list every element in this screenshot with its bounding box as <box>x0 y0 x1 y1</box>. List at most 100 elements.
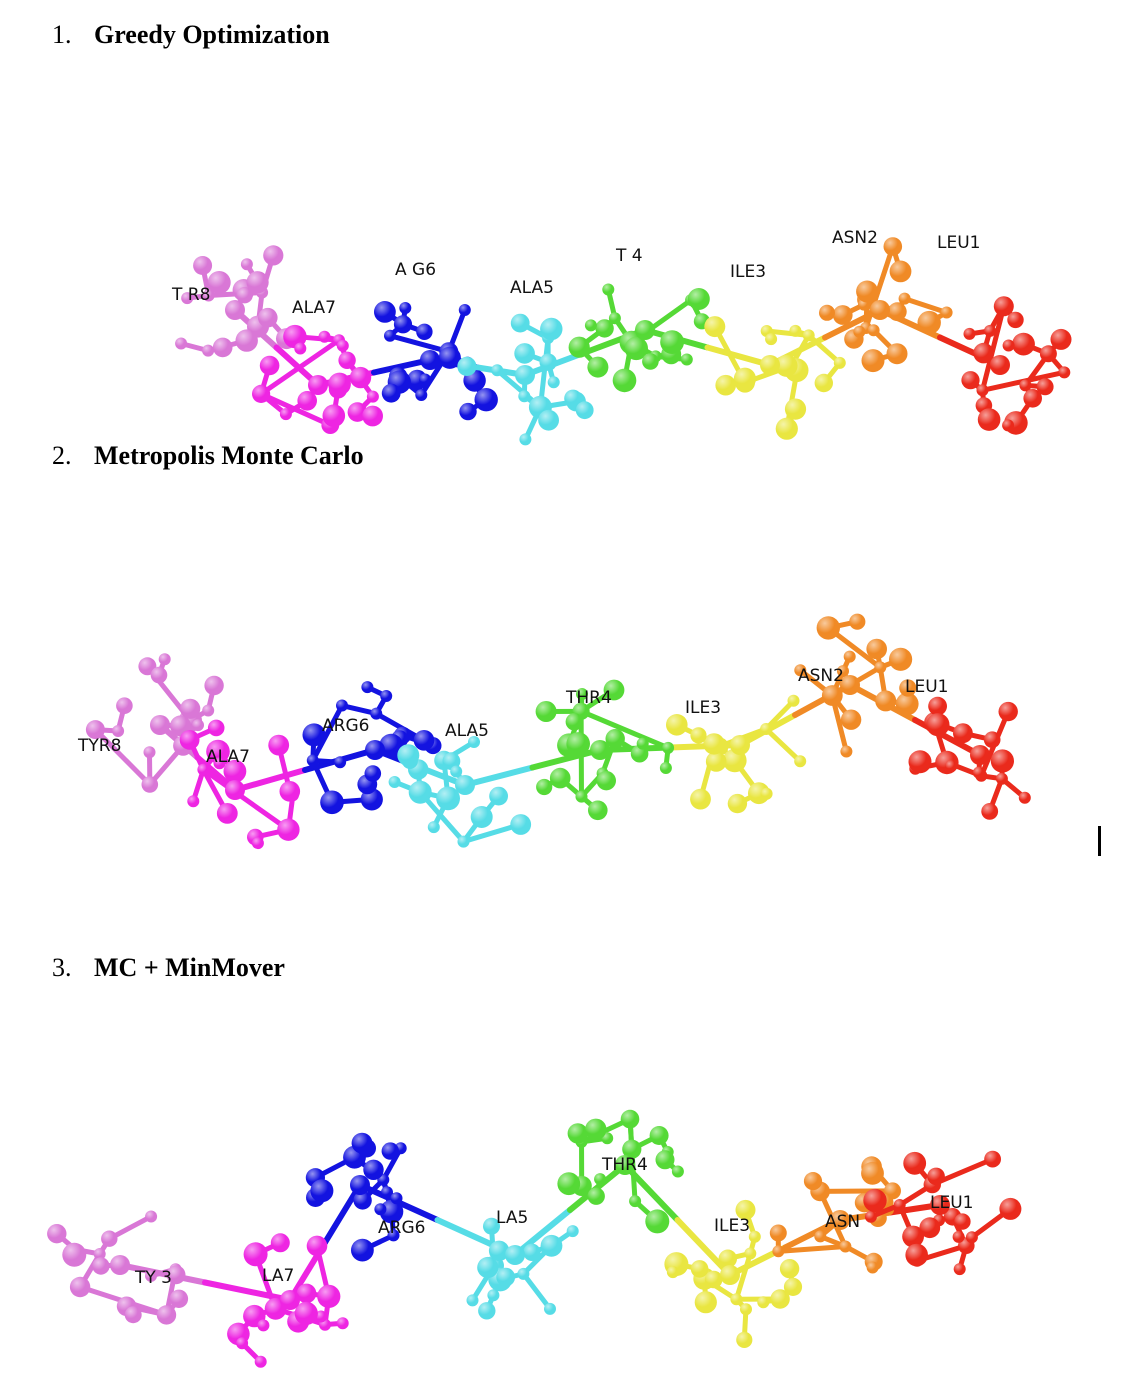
atom <box>863 1188 887 1213</box>
atom <box>832 305 853 325</box>
atom <box>769 1224 787 1242</box>
atom <box>216 803 238 824</box>
atom <box>945 760 957 772</box>
atom <box>794 664 807 677</box>
atom <box>468 736 480 748</box>
atom <box>853 325 866 338</box>
residue-label: A G6 <box>395 260 436 280</box>
atom <box>384 329 396 342</box>
residue-asn2 <box>794 613 919 758</box>
atom <box>540 317 563 341</box>
atom <box>849 613 866 630</box>
atom <box>514 343 535 364</box>
atom <box>990 355 1010 375</box>
residue-ile3 <box>666 694 807 814</box>
atom <box>895 692 919 716</box>
atom <box>903 1151 927 1175</box>
atom <box>181 292 194 305</box>
atom <box>252 384 271 403</box>
atom <box>427 821 440 834</box>
atom <box>362 405 383 427</box>
atom <box>898 292 911 305</box>
atom <box>381 1142 399 1160</box>
atom <box>856 280 879 303</box>
atom <box>370 707 383 720</box>
atom <box>363 1159 384 1180</box>
atom <box>953 1263 966 1276</box>
atom <box>379 733 404 758</box>
atom <box>870 300 890 320</box>
atom <box>666 1266 679 1279</box>
atom <box>489 786 508 806</box>
atom <box>830 1210 850 1230</box>
residue-label: LEU1 <box>937 233 980 253</box>
atom <box>833 356 846 369</box>
atom <box>92 1257 110 1275</box>
atom <box>919 1217 941 1239</box>
atom <box>85 720 105 740</box>
section-heading: 3. MC + MinMover <box>52 953 285 983</box>
residue-leu1 <box>863 1150 1022 1276</box>
atom <box>436 786 460 811</box>
atom <box>575 401 594 420</box>
atom <box>515 365 535 385</box>
atom <box>784 398 807 420</box>
atom <box>866 1261 879 1274</box>
atom <box>361 681 374 694</box>
atom <box>620 1109 640 1129</box>
atom <box>567 1123 588 1144</box>
atom <box>928 696 947 716</box>
atom <box>536 778 553 796</box>
atom <box>889 647 913 671</box>
atom <box>187 795 200 808</box>
atom <box>893 1199 906 1211</box>
atom <box>547 376 560 389</box>
atom <box>93 1248 106 1260</box>
residue-label: TY 3 <box>134 1268 172 1288</box>
atom <box>236 287 253 304</box>
atom <box>180 698 201 719</box>
atom <box>318 330 331 343</box>
atom <box>883 237 903 256</box>
atom <box>596 771 616 791</box>
atom <box>965 1231 978 1244</box>
atom <box>388 776 401 788</box>
atom <box>814 1230 827 1243</box>
atom <box>899 679 917 697</box>
residue-leu1 <box>961 296 1072 435</box>
atom <box>166 1265 186 1285</box>
atom <box>223 759 247 783</box>
atom <box>236 1337 249 1350</box>
atom <box>905 1243 928 1267</box>
atom-bond <box>763 726 803 764</box>
atom <box>954 1213 971 1230</box>
atom <box>150 715 170 735</box>
atom <box>595 319 614 338</box>
atom-bond <box>310 703 345 763</box>
atom <box>999 1197 1022 1220</box>
atom <box>590 740 610 760</box>
atom <box>840 745 853 758</box>
residue-label: ASN2 <box>798 666 844 686</box>
atom <box>470 806 493 828</box>
atom <box>819 304 835 321</box>
atom <box>415 389 428 401</box>
atom <box>990 749 1015 773</box>
atom <box>952 1230 965 1243</box>
backbone-bond <box>202 1279 293 1303</box>
atom <box>814 373 833 393</box>
atom <box>564 389 582 408</box>
atom <box>757 1296 770 1309</box>
atom <box>886 343 908 365</box>
residue-asn2 <box>769 1156 901 1274</box>
atom <box>694 1291 717 1314</box>
atom <box>972 766 985 779</box>
atom <box>642 353 659 370</box>
atom <box>390 1192 403 1205</box>
residue-ala5 <box>457 313 594 446</box>
section-number: 2. <box>52 441 72 470</box>
atom <box>150 666 168 684</box>
atom <box>336 339 349 352</box>
atom-bond <box>258 337 342 397</box>
atom <box>662 741 675 754</box>
